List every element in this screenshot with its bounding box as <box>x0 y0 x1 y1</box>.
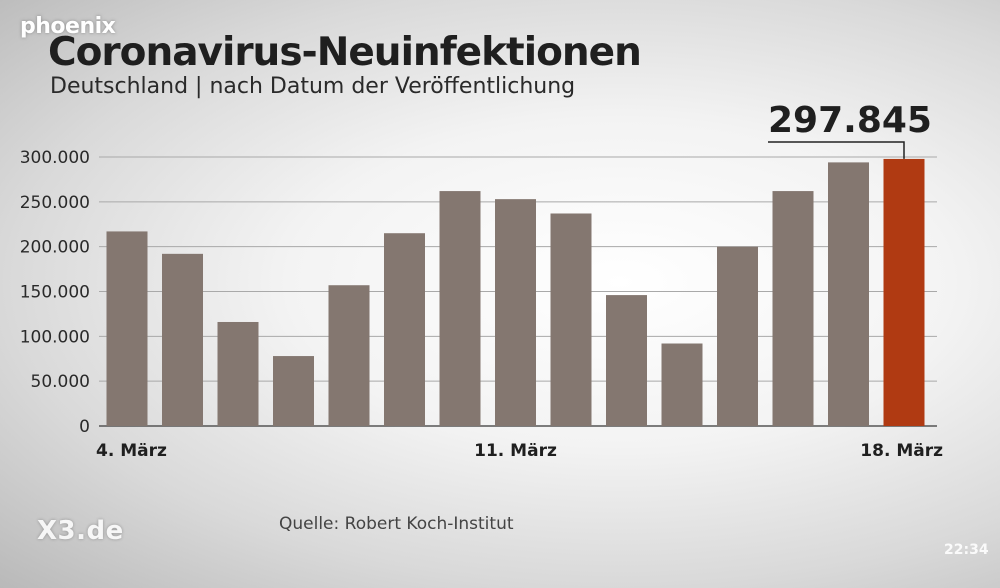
bar-highlight <box>883 158 925 426</box>
x-tick-label: 18. März <box>860 441 943 461</box>
chart-subtitle: Deutschland | nach Datum der Veröffentli… <box>50 74 576 99</box>
watermark-logo: X3.de <box>37 516 124 546</box>
bar <box>606 295 647 426</box>
bar <box>661 343 703 426</box>
chart-title: Coronavirus-Neuinfektionen <box>48 30 642 75</box>
y-tick-label: 200.000 <box>20 238 90 258</box>
bar <box>717 246 758 426</box>
highlight-callout <box>768 141 905 159</box>
bar <box>828 162 869 426</box>
y-tick-label: 50.000 <box>31 372 90 392</box>
highlight-value-label: 297.845 <box>768 100 932 141</box>
bar <box>550 213 592 426</box>
y-tick-label: 0 <box>79 417 90 437</box>
source-note: Quelle: Robert Koch-Institut <box>279 514 514 534</box>
bar <box>495 199 536 426</box>
y-tick-label: 100.000 <box>20 327 90 347</box>
callout-bracket <box>768 141 905 159</box>
y-tick-label: 300.000 <box>20 148 90 168</box>
x-tick-labels: 4. März 11. März 18. März <box>96 441 943 461</box>
broadcast-clock: 22:34 <box>944 542 989 558</box>
y-tick-label: 150.000 <box>20 283 90 303</box>
bars <box>106 158 925 426</box>
bar <box>217 321 259 426</box>
x-tick-label: 11. März <box>474 441 557 461</box>
bar <box>439 191 481 426</box>
bar <box>772 191 814 426</box>
broadcaster-logo: phoenix <box>20 14 116 39</box>
bar <box>162 253 203 426</box>
y-tick-labels: 0 50.000 100.000 150.000 200.000 250.000 300.0… <box>20 148 90 437</box>
bar <box>328 285 370 426</box>
x-tick-label: 4. März <box>96 441 167 461</box>
bar <box>106 231 148 426</box>
y-tick-label: 250.000 <box>20 193 90 213</box>
bar <box>273 356 314 426</box>
bar <box>384 233 425 426</box>
